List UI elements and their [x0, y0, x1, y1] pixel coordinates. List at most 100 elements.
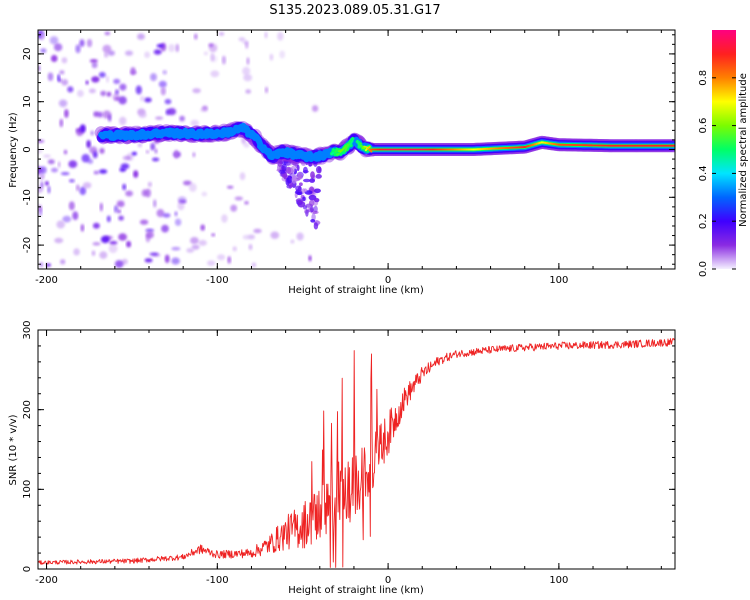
noise-blob: [57, 161, 61, 168]
noise-blob: [190, 119, 199, 127]
noise-blob: [238, 37, 246, 42]
noise-blob: [246, 57, 250, 65]
ridge-segment: [368, 149, 373, 153]
noise-blob: [210, 53, 215, 62]
noise-blob: [40, 181, 44, 189]
noise-blob: [62, 215, 72, 223]
ridge-segment: [337, 149, 342, 153]
colorbar-tick-label: 0.8: [698, 70, 709, 86]
noise-blob: [118, 233, 127, 241]
noise-blob: [152, 157, 160, 162]
noise-blob: [168, 44, 176, 52]
ridge-segment: [342, 145, 347, 150]
noise-blob: [91, 250, 96, 256]
noise-blob: [125, 190, 133, 197]
noise-blob: [64, 109, 69, 118]
noise-blob: [133, 170, 139, 178]
noise-blob: [106, 91, 112, 97]
noise-blob: [86, 140, 91, 149]
noise-blob: [68, 160, 78, 169]
y-tick-label: -20: [22, 237, 33, 253]
noise-blob: [156, 44, 165, 48]
noise-blob: [104, 51, 109, 58]
noise-blob: [264, 31, 268, 39]
tail-blob: [308, 162, 313, 167]
noise-blob: [218, 32, 225, 36]
noise-blob: [53, 43, 63, 52]
noise-blob: [61, 57, 68, 64]
tail-blob: [315, 174, 322, 179]
noise-blob: [290, 239, 295, 244]
noise-blob: [51, 167, 58, 173]
noise-blob: [270, 231, 280, 239]
noise-blob: [40, 48, 47, 53]
x-tick-label: -100: [206, 275, 229, 286]
x-tick-label: 100: [549, 575, 568, 586]
noise-blob: [126, 240, 132, 248]
noise-blob: [90, 130, 94, 136]
ridge-segment: [347, 140, 352, 144]
tail-blob: [296, 164, 300, 172]
noise-blob: [106, 75, 109, 83]
noise-blob: [147, 181, 152, 188]
tail-blob: [296, 191, 303, 196]
noise-blob: [113, 78, 121, 84]
noise-blob: [122, 183, 127, 191]
ridge-segment: [363, 145, 368, 148]
noise-blob: [164, 254, 170, 264]
noise-blob: [49, 36, 59, 45]
noise-blob: [269, 53, 274, 61]
y-tick-label: 100: [22, 480, 33, 499]
noise-blob: [79, 124, 86, 133]
tail-blob: [318, 166, 322, 172]
noise-blob: [47, 72, 54, 81]
noise-blob: [97, 111, 103, 118]
noise-blob: [118, 96, 127, 105]
noise-blob: [174, 211, 178, 217]
noise-blob: [277, 31, 284, 41]
snr-x-ticks: -200 -100 0 100: [35, 330, 662, 586]
noise-blob: [191, 244, 200, 250]
noise-blob: [153, 199, 157, 208]
noise-blob: [177, 201, 185, 211]
noise-blob: [139, 219, 149, 225]
spectrogram-heatmap: [38, 30, 675, 268]
tail-blob: [310, 171, 315, 179]
noise-blob: [198, 239, 207, 246]
noise-blob: [117, 209, 121, 214]
noise-blob: [92, 151, 98, 159]
noise-blob: [171, 246, 181, 251]
tail-blob: [310, 206, 314, 213]
noise-blob: [125, 50, 133, 56]
noise-blob: [39, 174, 45, 181]
spectrogram-y-ticks: -20 -10 0 10 20: [22, 34, 675, 265]
noise-blob: [308, 255, 312, 262]
tail-blob: [305, 209, 309, 217]
noise-blob: [244, 201, 249, 205]
noise-blob: [145, 231, 154, 239]
noise-blob: [54, 237, 64, 244]
noise-blob: [77, 89, 84, 98]
noise-blob: [63, 149, 68, 155]
x-tick-label: 0: [385, 275, 391, 286]
colorbar: 0.0 0.2 0.4 0.6 0.8 Normalized spectral ampl…: [698, 30, 749, 277]
snr-x-axis-label: Height of straight line (km): [288, 585, 424, 596]
noise-blob: [150, 142, 156, 151]
noise-blob: [171, 257, 180, 265]
noise-blob: [210, 70, 220, 78]
noise-blob: [245, 41, 249, 49]
noise-blob: [203, 51, 208, 56]
noise-blob: [59, 118, 64, 128]
noise-blob: [144, 97, 152, 103]
noise-blob: [248, 244, 253, 251]
noise-blob: [61, 79, 69, 86]
noise-blob: [60, 259, 66, 265]
snr-line-area: [38, 338, 675, 568]
noise-blob: [243, 142, 250, 148]
colorbar-label: Normalized spectral amplitude: [738, 73, 749, 227]
noise-blob: [137, 143, 142, 148]
noise-blob: [92, 242, 101, 246]
tail-blob: [303, 178, 311, 183]
x-tick-label: -200: [35, 575, 58, 586]
